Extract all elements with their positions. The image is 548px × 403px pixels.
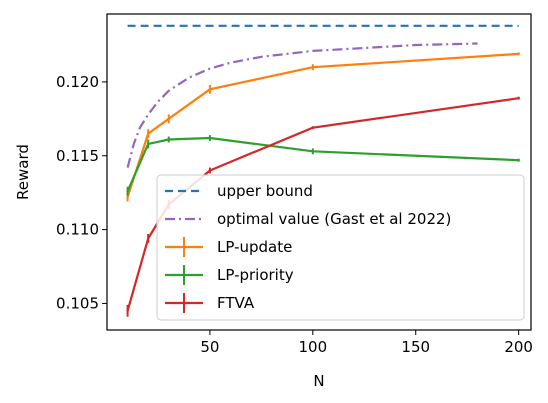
- legend-label: upper bound: [217, 182, 313, 200]
- series-line: [126, 52, 519, 198]
- x-tick-label: 100: [299, 338, 328, 356]
- data-point: [311, 65, 315, 69]
- data-point: [208, 88, 212, 91]
- data-point: [208, 136, 212, 140]
- x-tick-label: 50: [200, 338, 219, 356]
- x-tick-label: 200: [504, 338, 533, 356]
- y-tick-label: 0.120: [56, 73, 99, 91]
- legend-label: optimal value (Gast et al 2022): [217, 210, 451, 228]
- axis-ticks: 50 100 150 200 0.105 0.110 0.115 0.120: [56, 73, 533, 356]
- data-point: [146, 142, 150, 146]
- data-point: [126, 309, 129, 313]
- axes-frame: [106, 13, 532, 331]
- legend-box: [156, 174, 525, 321]
- series-lp-update: [126, 52, 520, 202]
- data-point: [517, 158, 520, 162]
- legend-label: FTVA: [217, 294, 255, 312]
- data-point: [146, 132, 150, 135]
- data-point: [126, 195, 129, 199]
- series-line: [126, 136, 519, 192]
- y-tick-label: 0.105: [56, 294, 99, 312]
- data-point: [126, 189, 129, 193]
- x-tick-label: 150: [401, 338, 430, 356]
- x-axis-label: N: [313, 372, 324, 390]
- y-tick-label: 0.110: [56, 221, 99, 239]
- data-point: [517, 96, 520, 100]
- data-point: [311, 150, 315, 153]
- data-point: [167, 117, 170, 121]
- data-point: [517, 52, 520, 56]
- series-optimal-value-gast-et-al-2022: [126, 42, 478, 168]
- series-lp-priority: [126, 135, 520, 196]
- data-point: [167, 138, 170, 141]
- y-axis-label: Reward: [14, 144, 32, 200]
- data-point: [146, 237, 150, 240]
- y-tick-label: 0.115: [56, 147, 99, 165]
- legend: upper bound optimal value (Gast et al 202…: [156, 174, 525, 321]
- legend-label: LP-priority: [217, 266, 294, 284]
- series-line: [126, 42, 478, 168]
- data-point: [311, 126, 315, 129]
- legend-label: LP-update: [217, 238, 292, 256]
- data-point: [208, 169, 212, 172]
